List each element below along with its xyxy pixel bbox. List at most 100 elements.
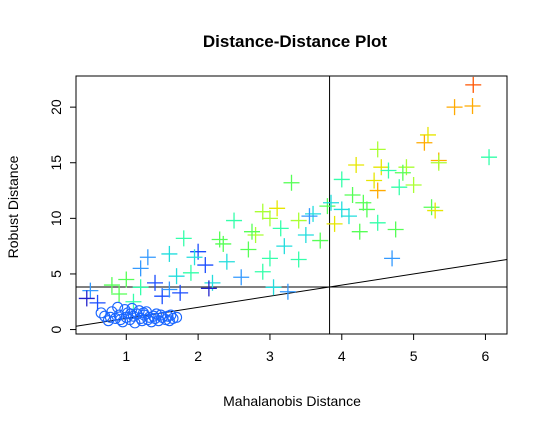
y-tick-label: 10 bbox=[48, 210, 64, 226]
plus-point bbox=[283, 174, 300, 191]
plus-point bbox=[276, 238, 293, 255]
plus-point bbox=[118, 271, 135, 288]
plus-point bbox=[211, 231, 228, 248]
plus-point bbox=[384, 250, 401, 267]
plus-point bbox=[348, 156, 365, 173]
plus-point bbox=[139, 249, 156, 266]
plus-point bbox=[430, 154, 447, 171]
y-tick-label: 0 bbox=[48, 325, 64, 333]
plus-point bbox=[89, 294, 106, 311]
plus-point bbox=[333, 171, 350, 188]
x-tick-label: 6 bbox=[482, 348, 490, 364]
plus-point bbox=[269, 200, 286, 217]
plus-point bbox=[319, 198, 336, 215]
circle-point bbox=[165, 309, 177, 321]
plus-point bbox=[272, 220, 289, 237]
plus-point bbox=[279, 283, 296, 300]
plus-point bbox=[161, 245, 178, 262]
plus-point bbox=[147, 274, 164, 291]
plus-point bbox=[215, 235, 232, 252]
plus-point bbox=[380, 162, 397, 179]
plus-point bbox=[369, 141, 386, 158]
plus-point bbox=[344, 186, 361, 203]
plus-point bbox=[132, 279, 149, 296]
plus-point bbox=[265, 279, 282, 296]
plus-point bbox=[175, 230, 192, 247]
reference-lines bbox=[75, 76, 508, 334]
plus-point bbox=[161, 281, 178, 298]
plus-point bbox=[290, 212, 307, 229]
plus-point bbox=[186, 249, 203, 266]
circle-point bbox=[150, 308, 163, 320]
plus-point bbox=[369, 182, 386, 199]
plus-point bbox=[323, 194, 340, 211]
circle-point bbox=[125, 308, 137, 320]
y-axis-label: Robust Distance bbox=[5, 155, 21, 258]
plus-point bbox=[297, 227, 314, 244]
axes: 1 2 3 4 5 6 0 5 10 15 20 bbox=[48, 75, 508, 364]
plus-point bbox=[369, 214, 386, 231]
circle-point bbox=[137, 307, 150, 319]
plus-point bbox=[182, 264, 199, 281]
plus-point bbox=[82, 282, 99, 299]
plus-point bbox=[391, 179, 408, 196]
plus-point bbox=[168, 268, 185, 285]
plus-point bbox=[247, 227, 264, 244]
chart-title: Distance-Distance Plot bbox=[203, 32, 388, 51]
y-tick-label: 5 bbox=[48, 270, 64, 278]
circle-point bbox=[171, 311, 183, 323]
plus-point bbox=[240, 241, 257, 258]
x-tick-label: 4 bbox=[338, 348, 346, 364]
plus-point bbox=[446, 99, 463, 116]
data-points bbox=[78, 76, 498, 329]
plus-point bbox=[78, 290, 95, 307]
plus-point bbox=[305, 205, 322, 222]
x-tick-label: 2 bbox=[194, 348, 202, 364]
y-tick-label: 20 bbox=[48, 99, 64, 115]
x-tick-label: 3 bbox=[266, 348, 274, 364]
plus-point bbox=[233, 269, 250, 286]
plus-point bbox=[218, 253, 235, 270]
circle-point bbox=[113, 309, 125, 321]
plot-frame bbox=[75, 75, 508, 335]
y-tick-label: 15 bbox=[48, 155, 64, 171]
circle-point bbox=[153, 315, 165, 327]
plus-point bbox=[197, 257, 214, 274]
plus-point bbox=[132, 260, 149, 277]
plus-point bbox=[333, 201, 350, 218]
plus-point bbox=[200, 280, 217, 297]
plus-point bbox=[243, 223, 260, 240]
circle-point bbox=[135, 312, 147, 324]
plus-point bbox=[355, 194, 372, 211]
plus-point bbox=[419, 126, 436, 143]
plus-point bbox=[464, 98, 481, 115]
plus-point bbox=[111, 285, 128, 302]
plus-point bbox=[172, 284, 189, 301]
plus-point bbox=[481, 149, 498, 166]
plus-point bbox=[254, 203, 271, 220]
x-tick-label: 5 bbox=[410, 348, 418, 364]
plus-point bbox=[312, 232, 329, 249]
circle-point bbox=[145, 316, 157, 328]
plus-point bbox=[261, 250, 278, 267]
plus-point bbox=[340, 208, 357, 225]
plus-point bbox=[351, 223, 368, 240]
plus-point bbox=[465, 76, 482, 93]
plus-point bbox=[373, 159, 390, 176]
plus-point bbox=[416, 134, 433, 151]
plus-point bbox=[301, 208, 318, 225]
plus-point bbox=[290, 251, 307, 268]
plus-point bbox=[405, 176, 422, 193]
plus-point bbox=[387, 221, 404, 238]
plus-point bbox=[254, 263, 271, 280]
plus-point bbox=[154, 288, 171, 305]
plus-point bbox=[125, 293, 142, 310]
circle-point bbox=[109, 312, 122, 324]
circle-point bbox=[95, 307, 107, 319]
circle-point bbox=[112, 301, 124, 313]
circle-point bbox=[126, 302, 138, 314]
plus-point bbox=[366, 172, 383, 189]
plus-point bbox=[103, 277, 120, 294]
